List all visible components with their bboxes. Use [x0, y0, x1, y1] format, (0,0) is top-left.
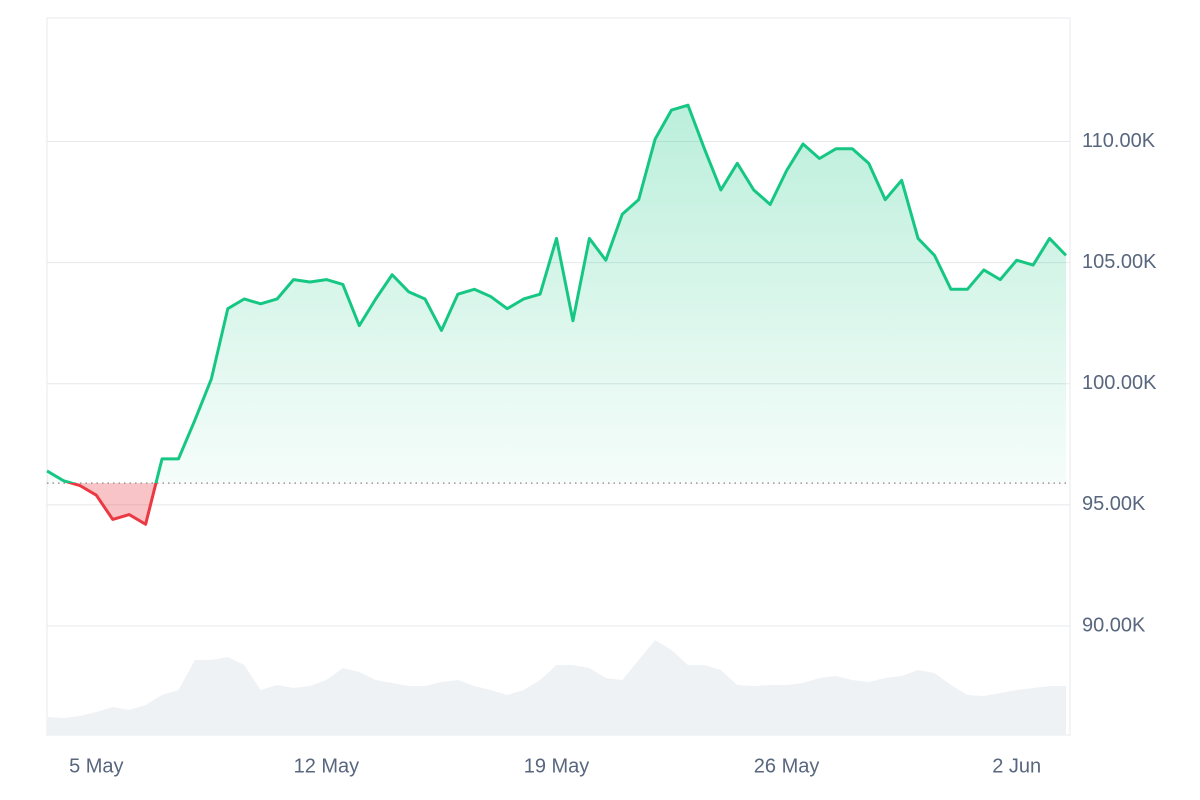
- x-tick-label: 5 May: [69, 755, 123, 777]
- volume-area: [47, 640, 1066, 735]
- y-tick-label: 110.00K: [1082, 130, 1156, 152]
- y-tick-label: 90.00K: [1082, 614, 1146, 636]
- y-tick-label: 105.00K: [1082, 251, 1157, 273]
- x-tick-label: 2 Jun: [992, 755, 1041, 777]
- x-tick-label: 12 May: [294, 755, 360, 777]
- price-area: [47, 105, 1066, 525]
- x-tick-label: 19 May: [524, 755, 590, 777]
- price-line: [46, 103, 1068, 526]
- x-tick-label: 26 May: [754, 755, 820, 777]
- y-tick-label: 95.00K: [1082, 493, 1146, 515]
- y-tick-label: 100.00K: [1082, 372, 1157, 394]
